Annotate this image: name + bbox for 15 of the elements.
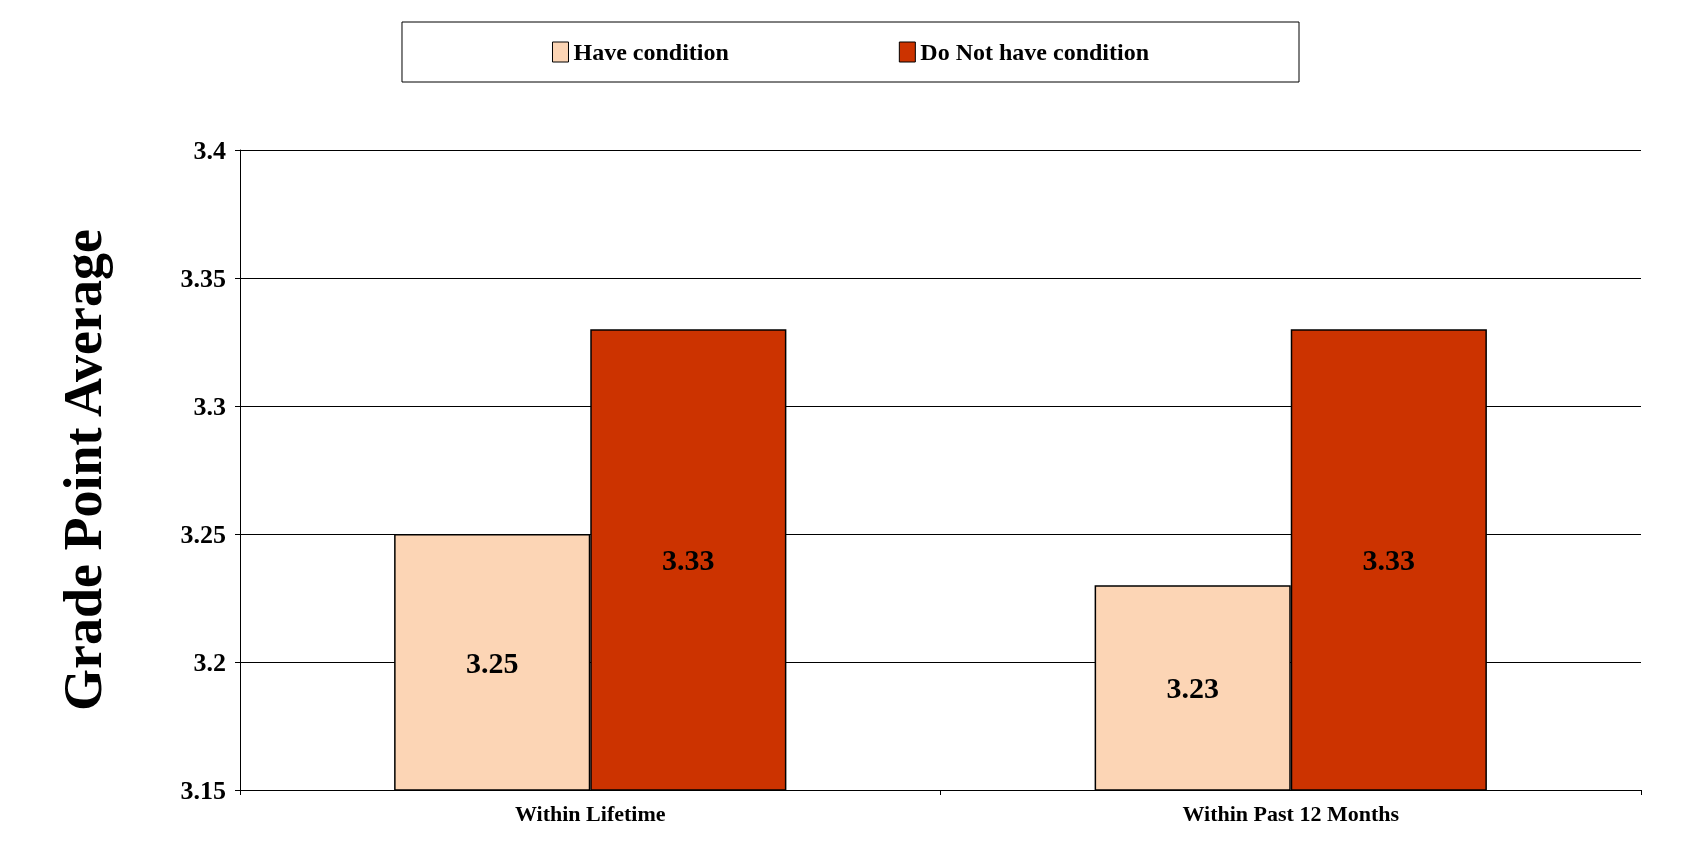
y-tick-label: 3.3 — [193, 391, 226, 421]
y-tick-label: 3.4 — [193, 135, 226, 165]
data-label: 3.33 — [662, 543, 715, 577]
y-axis-title: Grade Point Average — [53, 229, 113, 711]
x-tick-label: Within Past 12 Months — [1182, 800, 1400, 826]
y-tick-label: 3.35 — [180, 263, 226, 293]
x-tick-label: Within Lifetime — [514, 800, 666, 826]
data-label: 3.23 — [1166, 671, 1219, 705]
y-tick-label: 3.2 — [193, 647, 226, 677]
y-tick-label: 3.25 — [180, 519, 226, 549]
data-label: 3.33 — [1362, 543, 1416, 577]
legend-label: Have condition — [573, 39, 729, 65]
legend-label: Do Not have condition — [920, 39, 1150, 65]
data-label: 3.25 — [465, 645, 519, 679]
y-tick-label: 3.15 — [180, 775, 226, 805]
